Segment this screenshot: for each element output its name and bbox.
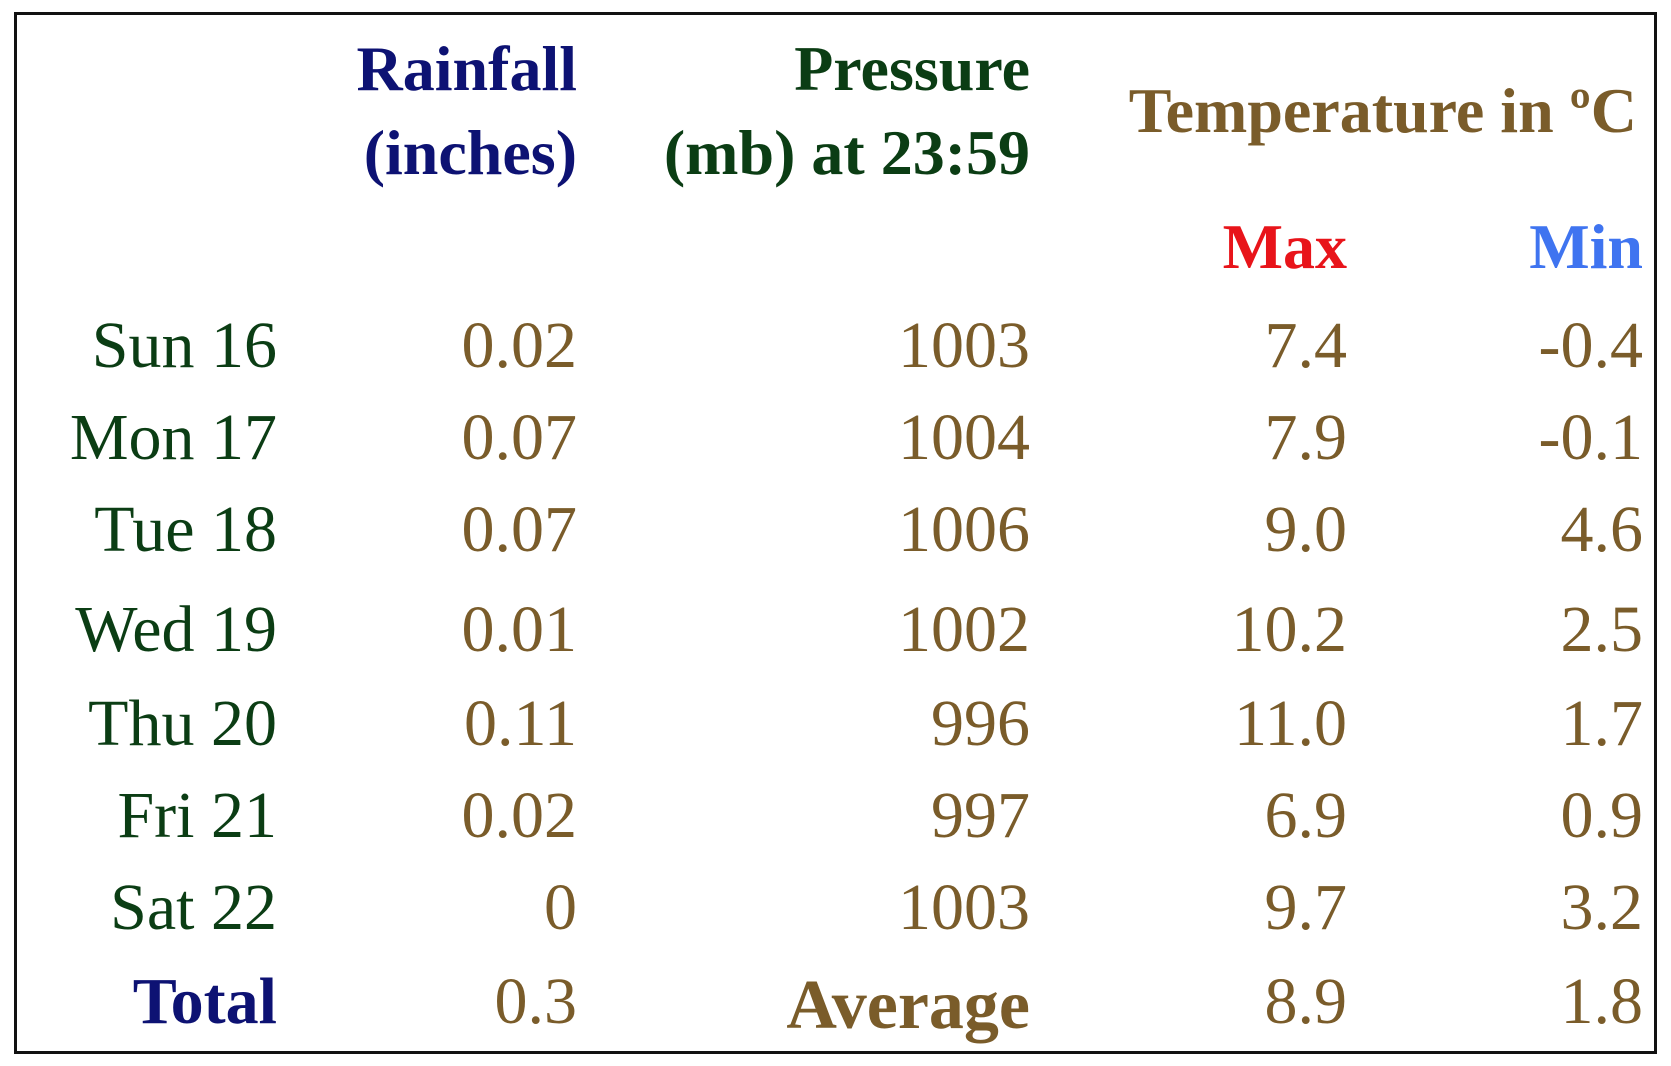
max-value: 9.0 <box>1264 493 1348 566</box>
day-label: Sat 22 <box>110 871 277 944</box>
pressure-value: 1003 <box>898 871 1030 944</box>
pressure-header-line2: (mb) at 23:59 <box>663 117 1030 188</box>
max-value: 9.7 <box>1264 871 1348 944</box>
min-value: -0.1 <box>1538 401 1643 474</box>
pressure-value: 1002 <box>898 593 1030 666</box>
min-value: 3.2 <box>1560 871 1644 944</box>
max-value: 7.9 <box>1264 401 1348 474</box>
total-label: Total <box>132 965 277 1038</box>
max-header: Max <box>1222 211 1347 282</box>
max-value: 7.4 <box>1264 309 1348 382</box>
rainfall-value: 0.02 <box>461 779 578 852</box>
temperature-header: Temperature in ºC <box>1128 75 1637 146</box>
pressure-header-line1: Pressure <box>794 33 1030 104</box>
max-value: 10.2 <box>1231 593 1348 666</box>
rainfall-value: 0 <box>544 871 577 944</box>
max-value: 6.9 <box>1264 779 1348 852</box>
rainfall-value: 0.02 <box>461 309 578 382</box>
average-label: Average <box>786 967 1030 1044</box>
min-value: 4.6 <box>1560 493 1644 566</box>
pressure-value: 1006 <box>898 493 1030 566</box>
day-label: Fri 21 <box>117 779 277 852</box>
rainfall-header-line2: (inches) <box>363 117 577 188</box>
min-header: Min <box>1529 211 1643 282</box>
day-label: Thu 20 <box>88 687 277 760</box>
rainfall-header-line1: Rainfall <box>356 33 577 104</box>
pressure-value: 1003 <box>898 309 1030 382</box>
rainfall-total: 0.3 <box>494 965 578 1038</box>
pressure-value: 997 <box>931 779 1030 852</box>
pressure-value: 996 <box>931 687 1030 760</box>
rainfall-value: 0.11 <box>463 687 577 760</box>
rainfall-value: 0.07 <box>461 493 578 566</box>
day-label: Mon 17 <box>69 401 277 474</box>
min-value: -0.4 <box>1538 309 1643 382</box>
day-label: Wed 19 <box>75 593 277 666</box>
max-average: 8.9 <box>1264 965 1348 1038</box>
min-value: 1.7 <box>1560 687 1644 760</box>
pressure-value: 1004 <box>898 401 1030 474</box>
day-label: Tue 18 <box>94 493 277 566</box>
max-value: 11.0 <box>1233 687 1347 760</box>
weather-table: Rainfall (inches) Pressure (mb) at 23:59… <box>14 12 1657 1054</box>
min-value: 0.9 <box>1560 779 1644 852</box>
min-value: 2.5 <box>1560 593 1644 666</box>
day-label: Sun 16 <box>91 309 277 382</box>
min-average: 1.8 <box>1560 965 1644 1038</box>
rainfall-value: 0.07 <box>461 401 578 474</box>
rainfall-value: 0.01 <box>461 593 578 666</box>
